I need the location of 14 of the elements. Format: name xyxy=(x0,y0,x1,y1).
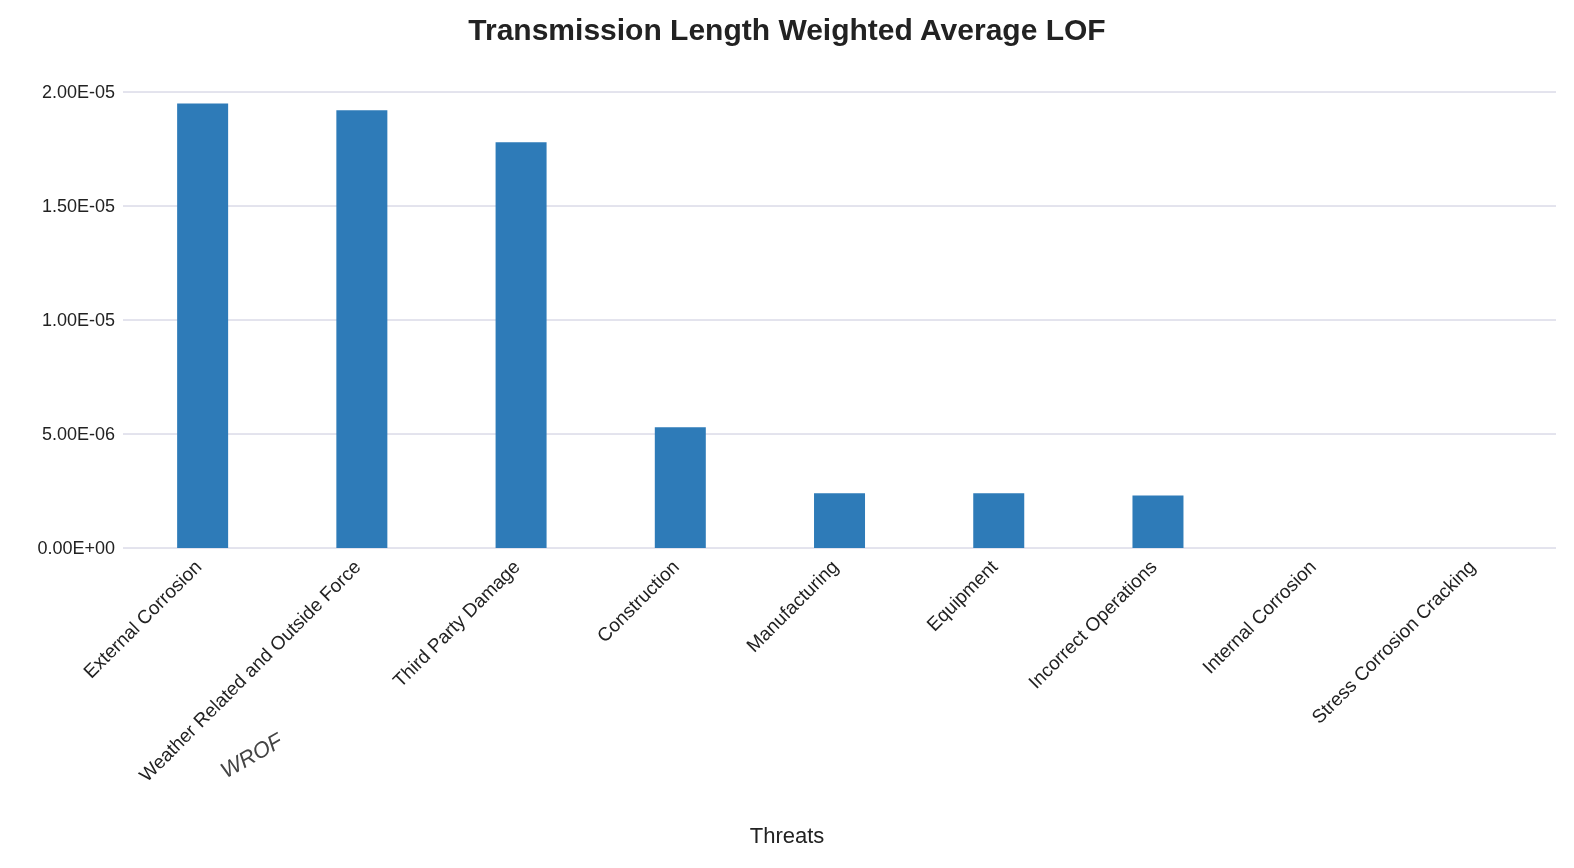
bar xyxy=(1132,495,1184,548)
bar xyxy=(336,110,388,548)
y-tick-label: 1.50E-05 xyxy=(41,196,115,217)
bar xyxy=(973,493,1025,548)
bar xyxy=(814,493,866,548)
y-tick-label: 2.00E-05 xyxy=(41,82,115,103)
y-tick-label: 0.00E+00 xyxy=(37,538,115,559)
chart-title: Transmission Length Weighted Average LOF xyxy=(467,13,1107,47)
bar xyxy=(177,103,229,548)
bar xyxy=(654,427,706,548)
bar xyxy=(495,142,547,548)
x-axis-title: Threats xyxy=(748,823,826,849)
y-tick-label: 5.00E-06 xyxy=(41,424,115,445)
y-tick-label: 1.00E-05 xyxy=(41,310,115,331)
